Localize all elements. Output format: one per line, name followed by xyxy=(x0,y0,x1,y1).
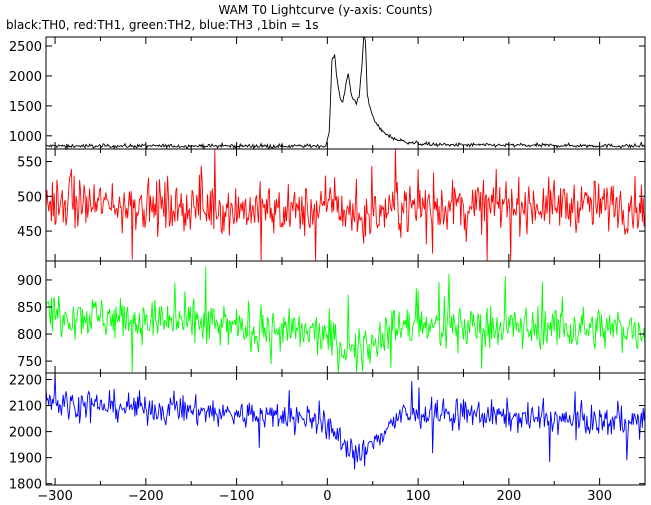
y-tick-label-th0: 1000 xyxy=(9,130,42,145)
x-tick-label: −300 xyxy=(37,489,73,504)
y-tick-label-th2: 800 xyxy=(17,328,42,343)
x-tick-label: 100 xyxy=(406,489,431,504)
y-tick-label-th1: 550 xyxy=(17,156,42,171)
y-tick-label-th3: 1900 xyxy=(9,452,42,467)
panel-frame-th0 xyxy=(45,36,646,150)
x-tick-label: 300 xyxy=(587,489,612,504)
chart-subtitle: black:TH0, red:TH1, green:TH2, blue:TH3 … xyxy=(6,18,319,32)
y-tick-label-th2: 900 xyxy=(17,274,42,289)
x-tick-label: −100 xyxy=(219,489,255,504)
y-tick-label-th3: 2200 xyxy=(9,374,42,389)
y-tick-label-th3: 1800 xyxy=(9,478,42,493)
y-tick-label-th0: 2000 xyxy=(9,70,42,85)
y-tick-label-th0: 1500 xyxy=(9,100,42,115)
series-line-th2 xyxy=(45,266,646,374)
y-tick-label-th0: 2500 xyxy=(9,40,42,55)
y-tick-label-th2: 750 xyxy=(17,355,42,370)
x-tick-label: −200 xyxy=(128,489,164,504)
x-tick-label: 0 xyxy=(323,489,331,504)
series-line-th1 xyxy=(45,148,646,262)
y-tick-label-th2: 850 xyxy=(17,301,42,316)
y-tick-label-th1: 450 xyxy=(17,225,42,240)
series-line-th0 xyxy=(45,36,646,151)
y-tick-label-th3: 2100 xyxy=(9,400,42,415)
panel-frame-th3 xyxy=(45,372,646,486)
y-tick-label-th3: 2000 xyxy=(9,426,42,441)
series-line-th3 xyxy=(45,375,646,470)
x-tick-label: 200 xyxy=(496,489,521,504)
y-tick-label-th1: 500 xyxy=(17,190,42,205)
chart-title: WAM T0 Lightcurve (y-axis: Counts) xyxy=(218,3,433,17)
